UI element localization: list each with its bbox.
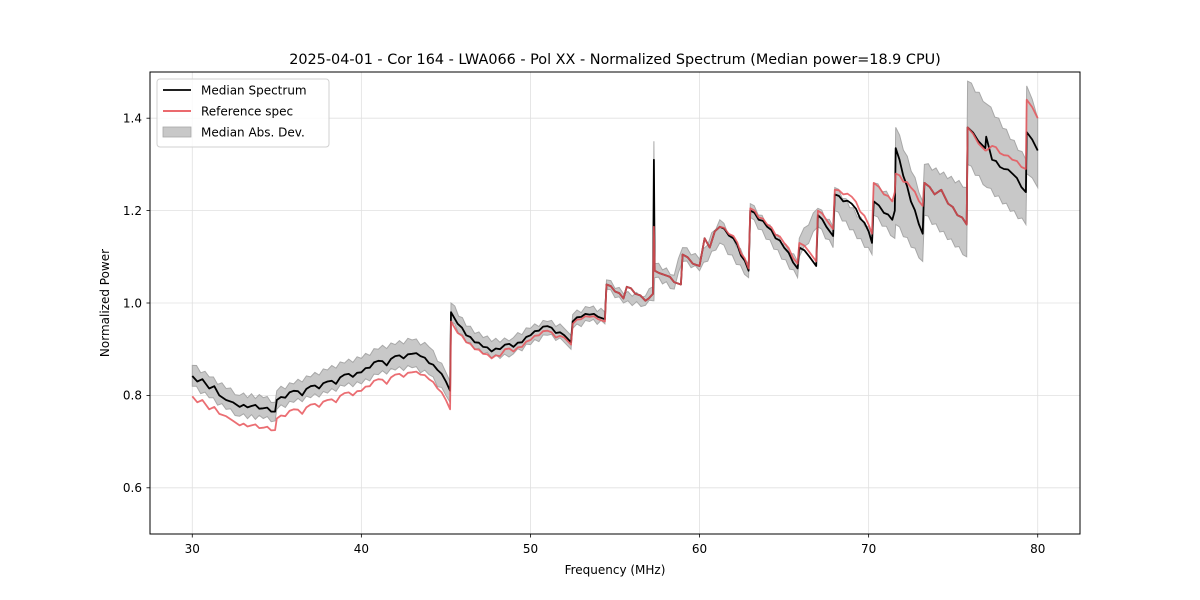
y-tick-label: 0.8 xyxy=(123,389,142,403)
x-tick-label: 50 xyxy=(523,542,538,556)
legend-box xyxy=(156,78,330,148)
legend-swatch-mad xyxy=(162,126,192,138)
y-axis: 0.6 0.8 1.0 1.2 1.4 xyxy=(123,112,150,495)
y-axis-label: Normalized Power xyxy=(98,249,112,357)
legend-label-median: Median Spectrum xyxy=(201,84,307,98)
chart-title: 2025-04-01 - Cor 164 - LWA066 - Pol XX -… xyxy=(289,52,941,68)
reference-spec-line xyxy=(191,98,1039,432)
legend-label-mad: Median Abs. Dev. xyxy=(201,126,305,140)
y-tick-label: 1.0 xyxy=(123,296,142,310)
legend: Median Spectrum Reference spec Median Ab… xyxy=(156,78,330,148)
x-tick-label: 70 xyxy=(861,542,876,556)
x-tick-label: 80 xyxy=(1030,542,1045,556)
y-tick-label: 0.6 xyxy=(123,481,142,495)
x-axis-label: Frequency (MHz) xyxy=(565,563,666,577)
x-tick-label: 60 xyxy=(692,542,707,556)
y-tick-label: 1.2 xyxy=(123,204,142,218)
plot-area xyxy=(191,80,1039,432)
legend-label-reference: Reference spec xyxy=(201,105,293,119)
y-tick-label: 1.4 xyxy=(123,112,142,126)
x-tick-label: 30 xyxy=(185,542,200,556)
x-tick-label: 40 xyxy=(354,542,369,556)
x-axis: 30 40 50 60 70 80 xyxy=(185,534,1045,556)
